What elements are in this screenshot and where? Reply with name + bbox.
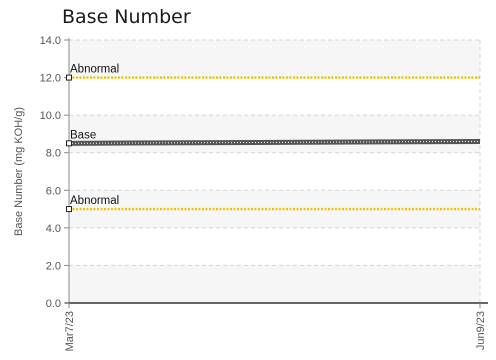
- grid-band: [69, 40, 480, 78]
- chart-title: Base Number: [62, 6, 191, 28]
- y-tick-label: 10.0: [40, 110, 61, 122]
- grid-band: [69, 265, 480, 303]
- series-point: [66, 206, 72, 213]
- grid-band: [69, 115, 480, 153]
- series-label: Abnormal: [70, 64, 119, 76]
- y-axis-label: Base Number (mg KOH/g): [13, 107, 25, 236]
- grid-band: [69, 190, 480, 228]
- series-label: Abnormal: [70, 195, 119, 207]
- y-tick-label: 4.0: [46, 223, 61, 235]
- series-point: [66, 140, 72, 147]
- y-tick-label: 6.0: [46, 185, 61, 197]
- series-point: [66, 74, 72, 81]
- series-line: [68, 138, 481, 146]
- series-line-texture: [68, 140, 481, 144]
- y-tick-label: 14.0: [40, 35, 61, 47]
- y-tick-label: 2.0: [46, 260, 61, 272]
- y-tick-label: 0.0: [46, 298, 61, 310]
- y-tick-label: 8.0: [46, 148, 61, 160]
- y-tick-label: 12.0: [40, 73, 61, 85]
- x-tick-label: Jun9/23: [475, 311, 487, 350]
- series-label: Base: [70, 129, 96, 141]
- x-tick-label: Mar7/23: [64, 311, 76, 351]
